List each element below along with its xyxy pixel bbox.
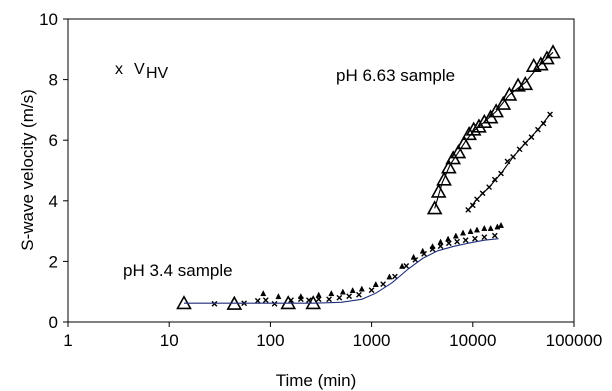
- small-triangle-point: [297, 293, 304, 300]
- small-triangle-point: [473, 226, 480, 233]
- triangle-point: [471, 118, 487, 133]
- x-tick-label: 10000: [449, 331, 496, 350]
- x-point: [254, 297, 261, 304]
- small-triangle-point: [452, 232, 459, 239]
- small-triangle-point: [358, 285, 365, 292]
- small-triangle-point: [328, 290, 335, 297]
- small-triangle-point: [275, 293, 282, 300]
- annotation-ph-34: pH 3.4 sample: [123, 261, 233, 280]
- triangle-point: [517, 75, 534, 91]
- annotation-ph-663: pH 6.63 sample: [336, 66, 455, 85]
- x-tick-label: 1: [63, 331, 72, 350]
- small-triangle-point: [315, 291, 322, 298]
- x-axis-label: Time (min): [276, 371, 357, 390]
- triangle-point: [436, 171, 452, 186]
- x-point: [472, 235, 478, 242]
- legend-label-main: V: [134, 61, 145, 78]
- y-tick-label: 8: [49, 71, 58, 90]
- triangle-point: [476, 113, 493, 129]
- small-triangle-point: [481, 224, 488, 231]
- y-axis-label: S-wave velocity (m/s): [18, 89, 37, 251]
- x-point: [454, 238, 461, 245]
- y-tick-label: 0: [49, 313, 58, 332]
- legend-marker-x: x: [115, 61, 123, 78]
- x-tick-label: 10: [160, 331, 179, 350]
- x-point: [368, 287, 375, 294]
- x-point: [271, 300, 278, 307]
- x-point: [462, 237, 469, 244]
- triangle-point: [545, 44, 561, 59]
- small-triangle-point: [399, 262, 406, 269]
- x-point: [326, 296, 332, 303]
- x-point: [380, 281, 387, 288]
- legend: x V HV: [115, 61, 169, 82]
- x-point: [491, 232, 498, 239]
- triangle-point: [456, 135, 472, 150]
- small-triangle-point: [437, 238, 444, 245]
- x-point: [211, 300, 218, 307]
- y-tick-label: 6: [49, 131, 58, 150]
- triangle-point: [501, 86, 518, 101]
- x-point: [445, 240, 452, 247]
- x-tick-label: 1000: [353, 331, 391, 350]
- triangle-point: [176, 295, 192, 310]
- series-5-line: [467, 114, 551, 211]
- x-point: [262, 297, 269, 304]
- y-tick-label: 2: [49, 252, 58, 271]
- axes: 1 10 100 1000 10000 100000 0 2 4 6 8 10: [39, 10, 602, 350]
- triangle-point: [430, 183, 447, 198]
- small-triangle-point: [372, 280, 379, 287]
- triangle-point: [440, 159, 457, 174]
- y-tick-label: 10: [39, 10, 58, 29]
- x-point: [315, 296, 322, 303]
- small-triangle-point: [419, 247, 426, 254]
- plot-border: [67, 18, 575, 323]
- x-point: [437, 243, 444, 250]
- triangle-point: [495, 95, 512, 110]
- small-triangle-point: [459, 229, 466, 236]
- small-triangle-point: [467, 227, 474, 234]
- x-tick-label: 100000: [546, 331, 603, 350]
- series-4-line: [434, 51, 554, 209]
- small-triangle-point: [260, 290, 267, 297]
- legend-label-sub: HV: [146, 65, 169, 82]
- triangle-point: [450, 144, 467, 159]
- x-point: [305, 297, 312, 304]
- small-triangle-point: [498, 221, 505, 228]
- small-triangle-point: [349, 287, 356, 294]
- x-tick-label: 100: [256, 331, 284, 350]
- x-point: [481, 234, 488, 241]
- small-triangle-point: [386, 273, 393, 280]
- x-point: [346, 293, 353, 300]
- x-point: [403, 263, 410, 269]
- y-tick-label: 4: [49, 192, 58, 211]
- triangle-point: [280, 295, 297, 310]
- x-point: [356, 291, 362, 298]
- small-triangle-point: [410, 253, 417, 260]
- small-triangle-point: [487, 224, 494, 231]
- series-3-line: [184, 238, 499, 304]
- small-triangle-point: [445, 235, 452, 242]
- x-point: [392, 273, 398, 280]
- triangle-point: [488, 103, 504, 118]
- small-triangle-point: [339, 288, 346, 295]
- plot-frame: [67, 18, 575, 323]
- x-point: [336, 294, 343, 301]
- x-point: [288, 297, 294, 304]
- triangle-point: [426, 200, 443, 215]
- small-triangle-point: [429, 243, 436, 250]
- marks: [176, 44, 561, 310]
